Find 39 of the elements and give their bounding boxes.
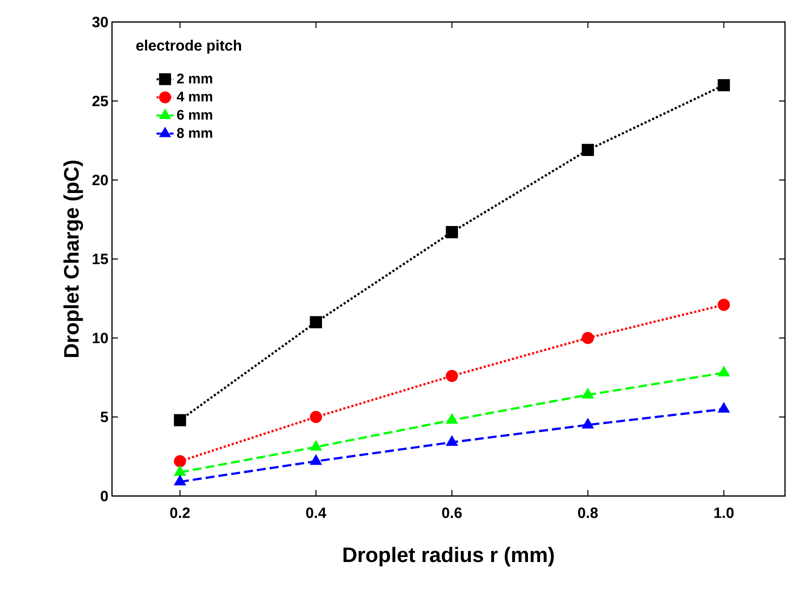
y-tick-label: 0 <box>100 490 108 502</box>
point <box>582 332 594 344</box>
y-tick-label: 5 <box>100 412 108 422</box>
y-tick-label: 10 <box>92 332 108 344</box>
point <box>582 388 594 398</box>
legend-label: 8 mm <box>176 128 212 138</box>
legend-label: 6 mm <box>177 110 212 120</box>
point <box>174 414 186 426</box>
y-axis-title: Droplet Charge (pC) <box>63 160 84 357</box>
point <box>174 466 186 476</box>
x-tick-label: 0.4 <box>306 507 326 518</box>
x-axis-title: Droplet radius r (mm) <box>344 546 554 566</box>
point <box>718 79 730 92</box>
point <box>446 414 458 424</box>
point <box>174 476 186 486</box>
point <box>582 144 594 156</box>
point <box>310 410 322 424</box>
point <box>310 316 322 328</box>
point <box>582 418 594 428</box>
point <box>718 298 730 311</box>
legend-title: electrode pitch <box>136 40 242 54</box>
y-tick-label: 25 <box>92 96 108 106</box>
point <box>718 403 730 413</box>
x-tick-label: 0.2 <box>170 507 190 518</box>
legend-label: 4 mm <box>176 92 212 102</box>
y-tick-label: 30 <box>92 16 108 28</box>
point <box>446 226 458 238</box>
legend-label: 2 mm <box>177 74 212 84</box>
point <box>310 440 322 451</box>
y-tick-label: 20 <box>92 174 108 186</box>
x-tick-label: 0.8 <box>578 507 598 518</box>
x-tick-label: 1.0 <box>714 507 734 518</box>
point <box>174 455 186 468</box>
point <box>446 436 458 446</box>
point <box>718 366 730 376</box>
y-tick-label: 15 <box>92 254 108 264</box>
point <box>446 370 458 382</box>
x-tick-label: 0.6 <box>442 507 462 518</box>
point <box>310 455 322 465</box>
